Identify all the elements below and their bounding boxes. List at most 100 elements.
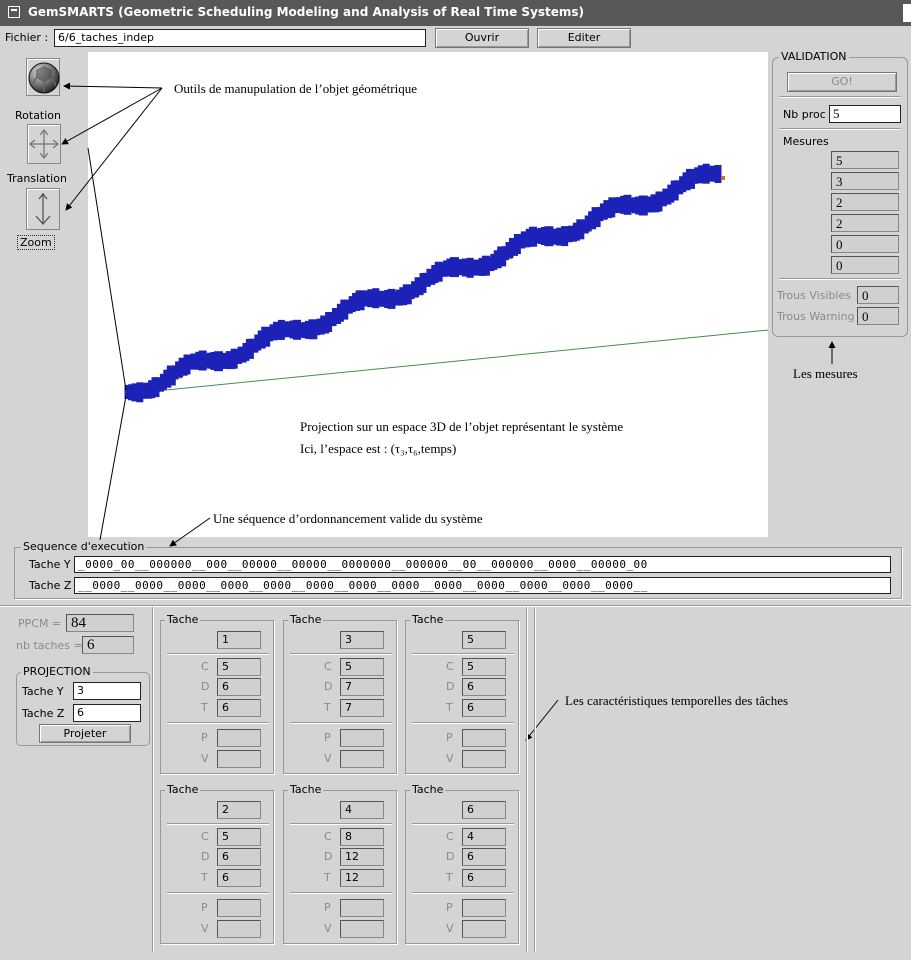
nb-taches-label: nb taches = [16, 639, 83, 652]
param-d-label: D [446, 680, 455, 693]
param-p-label: P [324, 731, 331, 744]
divider [412, 722, 514, 724]
param-d-label: D [324, 850, 333, 863]
axis-line [125, 329, 768, 395]
param-v-label: V [201, 752, 209, 765]
param-c-value: 8 [340, 828, 384, 846]
param-c-label: C [446, 830, 454, 843]
divider [290, 653, 392, 655]
helix-segment [131, 383, 141, 402]
param-p-label: P [446, 731, 453, 744]
divider [412, 653, 514, 655]
task-card-6: Tache 6 C 4 D 6 T 6 P V [405, 783, 519, 944]
nb-taches-value: 6 [82, 636, 134, 654]
param-t-value: 6 [462, 869, 506, 887]
param-v-label: V [324, 922, 332, 935]
divider [779, 278, 901, 280]
helix-segment [155, 377, 164, 392]
param-p-field [340, 899, 384, 917]
param-p-field [340, 729, 384, 747]
param-c-value: 5 [462, 658, 506, 676]
param-c-label: C [446, 660, 454, 673]
divider [167, 892, 269, 894]
helix-segment [556, 227, 566, 246]
param-t-value: 7 [340, 699, 384, 717]
annotation-projection-line1: Projection sur un espace 3D de l’objet r… [300, 419, 624, 434]
param-p-label: P [446, 901, 453, 914]
projeter-button[interactable]: Projeter [39, 724, 131, 743]
sequence-tache-y-field[interactable]: _0000_00__000000__000__00000__00000__000… [74, 556, 891, 573]
task-group-label: Tache [288, 613, 324, 626]
mesure-value: 2 [831, 193, 899, 211]
param-c-label: C [324, 660, 332, 673]
helix-segment [214, 351, 223, 372]
divider [412, 892, 514, 894]
helix-segment [650, 194, 660, 213]
param-d-value: 12 [340, 848, 384, 866]
helix-segment [426, 268, 436, 285]
mesure-value: 3 [831, 172, 899, 190]
param-p-label: P [324, 901, 331, 914]
param-p-field [217, 899, 261, 917]
helix-segment [544, 226, 554, 247]
validation-panel: VALIDATION GO! Nb proc 5 Mesures 5 3 2 2… [772, 50, 908, 337]
projection-group: PROJECTION Tache Y 3 Tache Z 6 Projeter [16, 665, 150, 746]
projection-tache-y-input[interactable]: 3 [73, 682, 141, 700]
open-button[interactable]: Ouvrir [435, 28, 529, 48]
helix-segment [190, 353, 200, 370]
helix-segment [166, 365, 176, 386]
sequence-tache-y-label: Tache Y [29, 558, 71, 571]
task-id-value: 5 [462, 631, 506, 649]
helix-segment [709, 165, 719, 182]
param-d-label: D [201, 850, 210, 863]
projection-3d-view[interactable] [88, 52, 768, 537]
helix-segment [450, 257, 459, 278]
move-arrows-icon [28, 128, 60, 160]
rotation-tool-button[interactable] [26, 58, 60, 96]
task-card-4: Tache 4 C 8 D 12 T 12 P V [283, 783, 397, 944]
param-c-value: 4 [462, 828, 506, 846]
window-menu-icon[interactable] [8, 6, 20, 18]
helix-segment [308, 319, 318, 340]
helix-segment [591, 207, 601, 228]
param-p-label: P [201, 731, 208, 744]
zoom-tool-button[interactable] [26, 188, 60, 230]
param-v-label: V [446, 752, 454, 765]
section-divider [0, 605, 911, 607]
task-group-label: Tache [410, 613, 446, 626]
param-p-label: P [201, 901, 208, 914]
task-card-5: Tache 5 C 5 D 6 T 6 P V [405, 613, 519, 774]
helix-segment [320, 315, 330, 334]
helix-segment [402, 284, 412, 305]
param-d-label: D [324, 680, 333, 693]
file-path-input[interactable]: 6/6_taches_indep [54, 29, 426, 47]
param-p-field [217, 729, 261, 747]
task-group-label: Tache [410, 783, 446, 796]
nb-proc-input[interactable]: 5 [829, 105, 901, 123]
annotation-measures: Les mesures [793, 366, 858, 381]
param-p-field [462, 729, 506, 747]
helix-segment [391, 291, 400, 306]
edit-button[interactable]: Editer [537, 28, 631, 48]
sequence-tache-z-field[interactable]: __0000__0000__0000__0000__0000__0000__00… [74, 577, 891, 594]
helix-segment [367, 289, 377, 308]
translation-tool-button[interactable] [27, 124, 61, 164]
projection-title: PROJECTION [21, 665, 93, 678]
translation-tool-label: Translation [7, 172, 67, 185]
task-group-label: Tache [165, 783, 201, 796]
helix-marker [721, 176, 725, 180]
param-d-value: 6 [462, 848, 506, 866]
helix-segment [532, 229, 542, 244]
projection-tache-z-input[interactable]: 6 [73, 704, 141, 722]
task-group-label: Tache [288, 783, 324, 796]
divider [167, 653, 269, 655]
param-d-label: D [201, 680, 210, 693]
param-t-label: T [324, 871, 331, 884]
zoom-tool-label: Zoom [17, 235, 55, 250]
sequence-title: Sequence d'execution [21, 540, 147, 553]
helix-segment [638, 195, 648, 216]
go-button[interactable]: GO! [787, 72, 897, 92]
helix-segment [485, 257, 495, 272]
helix-segment [714, 165, 722, 183]
task-id-value: 4 [340, 801, 384, 819]
